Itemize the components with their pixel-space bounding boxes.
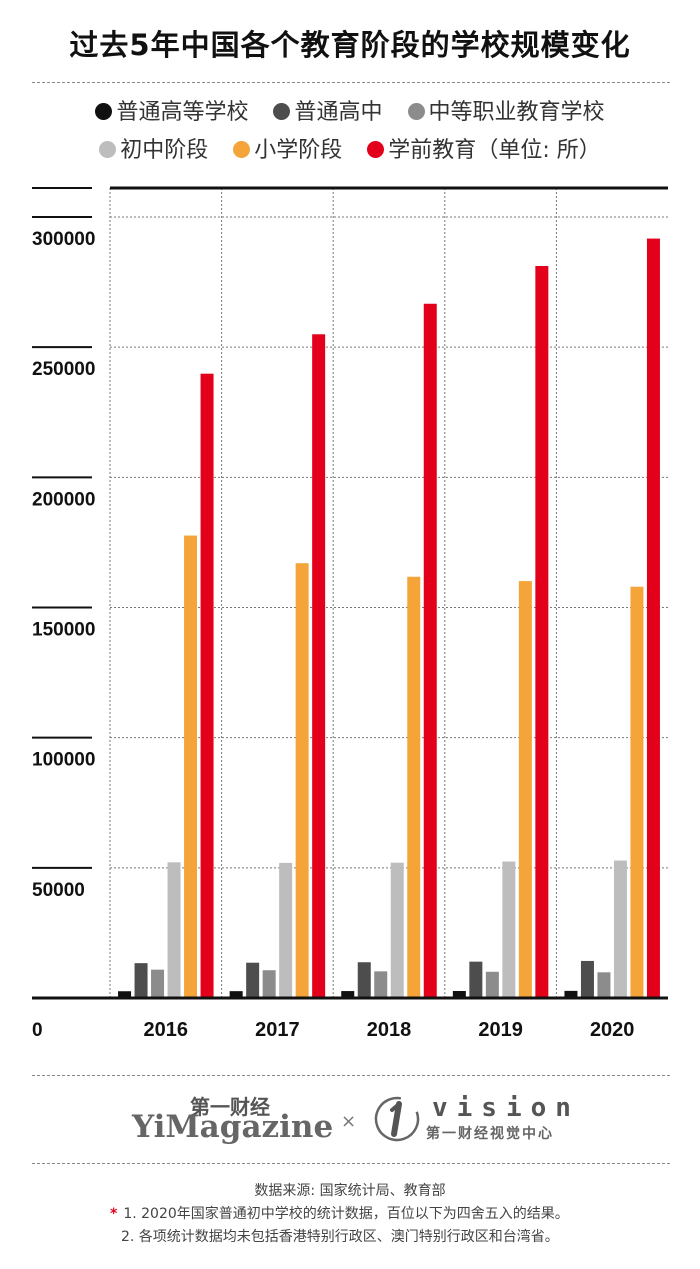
divider-bottom bbox=[32, 1163, 670, 1164]
brand-separator: × bbox=[341, 1111, 357, 1132]
footnote-2: 2. 各项统计数据均未包括香港特别行政区、澳门特别行政区和台湾省。 bbox=[121, 1229, 559, 1245]
y-tick-label: 300000 bbox=[32, 229, 95, 250]
bar bbox=[167, 862, 181, 998]
legend-label: 初中阶段 bbox=[120, 138, 209, 163]
x-tick-label: 2020 bbox=[590, 1019, 635, 1041]
bar bbox=[184, 535, 198, 998]
legend-label: 普通高中 bbox=[294, 100, 383, 125]
legend-item-junior-high: 初中阶段 bbox=[99, 132, 208, 164]
legend-item-vocational: 中等职业教育学校 bbox=[407, 94, 605, 126]
legend-swatch-icon bbox=[233, 141, 251, 158]
bar bbox=[630, 586, 644, 998]
bar bbox=[469, 961, 483, 998]
data-source: 数据来源: 国家统计局、教育部 bbox=[254, 1183, 446, 1199]
x-tick-label: 2017 bbox=[255, 1019, 300, 1041]
y-tick-label: 50000 bbox=[32, 880, 85, 901]
y-tick-label: 100000 bbox=[32, 750, 95, 771]
bar bbox=[341, 991, 355, 998]
footnote-1: * 1. 2020年国家普通初中学校的统计数据，百位以下为四舍五入的结果。 bbox=[110, 1203, 569, 1223]
bar bbox=[279, 862, 293, 998]
bar bbox=[535, 266, 549, 998]
bar bbox=[151, 969, 165, 998]
divider-top bbox=[32, 82, 670, 83]
legend-label: 学前教育 bbox=[388, 138, 477, 163]
bar bbox=[390, 862, 404, 998]
legend-item-preschool: 学前教育（单位: 所） bbox=[367, 132, 601, 164]
bar bbox=[646, 238, 660, 999]
vision-cn: 第一财经视觉中心 bbox=[426, 1126, 554, 1142]
x-tick-label: 2019 bbox=[478, 1019, 523, 1041]
legend-swatch-icon bbox=[407, 103, 425, 120]
bar bbox=[200, 373, 214, 998]
bar bbox=[407, 576, 421, 998]
bar bbox=[374, 971, 388, 998]
legend-row-1: 普通高等学校 普通高中 中等职业教育学校 bbox=[0, 94, 700, 126]
y-tick-label: 0 bbox=[32, 1020, 43, 1041]
footnote-star: * bbox=[110, 1206, 118, 1222]
y-tick-label: 200000 bbox=[32, 489, 95, 510]
legend-label: 普通高等学校 bbox=[116, 100, 249, 125]
bar bbox=[613, 860, 627, 998]
vision-wordmark: vision bbox=[432, 1093, 580, 1123]
bar bbox=[118, 991, 132, 998]
bar bbox=[262, 970, 276, 998]
bar bbox=[452, 991, 466, 998]
x-tick-label: 2018 bbox=[367, 1019, 412, 1041]
bar bbox=[229, 991, 243, 998]
legend-swatch-icon bbox=[367, 141, 385, 158]
bar bbox=[564, 990, 578, 998]
bar bbox=[485, 971, 499, 998]
bar bbox=[246, 962, 260, 998]
bar bbox=[597, 972, 611, 998]
legend-swatch-icon bbox=[99, 141, 117, 158]
legend-swatch-icon bbox=[95, 103, 113, 120]
bar bbox=[423, 303, 437, 999]
bar bbox=[518, 581, 532, 998]
y-tick-label: 150000 bbox=[32, 620, 95, 641]
legend-label: 小学阶段 bbox=[254, 138, 343, 163]
bar bbox=[295, 563, 309, 998]
bar bbox=[134, 963, 148, 998]
y-tick-label: 250000 bbox=[32, 359, 95, 380]
brand-logo-yimagazine: YiMagazine bbox=[132, 1109, 334, 1145]
legend-label: 中等职业教育学校 bbox=[428, 100, 605, 125]
brand-cn: 第一财经 bbox=[190, 1095, 270, 1119]
vision-logo-icon bbox=[374, 1096, 420, 1142]
legend-item-high-school: 普通高中 bbox=[273, 94, 383, 126]
legend-unit: （单位: 所） bbox=[476, 138, 601, 163]
legend-item-primary: 小学阶段 bbox=[233, 132, 342, 164]
legend-swatch-icon bbox=[273, 103, 291, 120]
bar bbox=[357, 962, 371, 998]
legend-row-2: 初中阶段 小学阶段 学前教育（单位: 所） bbox=[0, 132, 700, 164]
bar-chart: 0 50000 100000 150000 200000 250000 300000 2016… bbox=[32, 186, 668, 1041]
chart-title: 过去5年中国各个教育阶段的学校规模变化 bbox=[69, 28, 631, 62]
bar bbox=[312, 334, 326, 998]
bar bbox=[502, 861, 516, 998]
divider-footer bbox=[32, 1075, 670, 1076]
legend-item-higher-ed: 普通高等学校 bbox=[95, 94, 248, 126]
bar bbox=[580, 960, 594, 998]
footnote-1-text: 1. 2020年国家普通初中学校的统计数据，百位以下为四舍五入的结果。 bbox=[123, 1206, 569, 1222]
x-tick-label: 2016 bbox=[144, 1019, 189, 1041]
